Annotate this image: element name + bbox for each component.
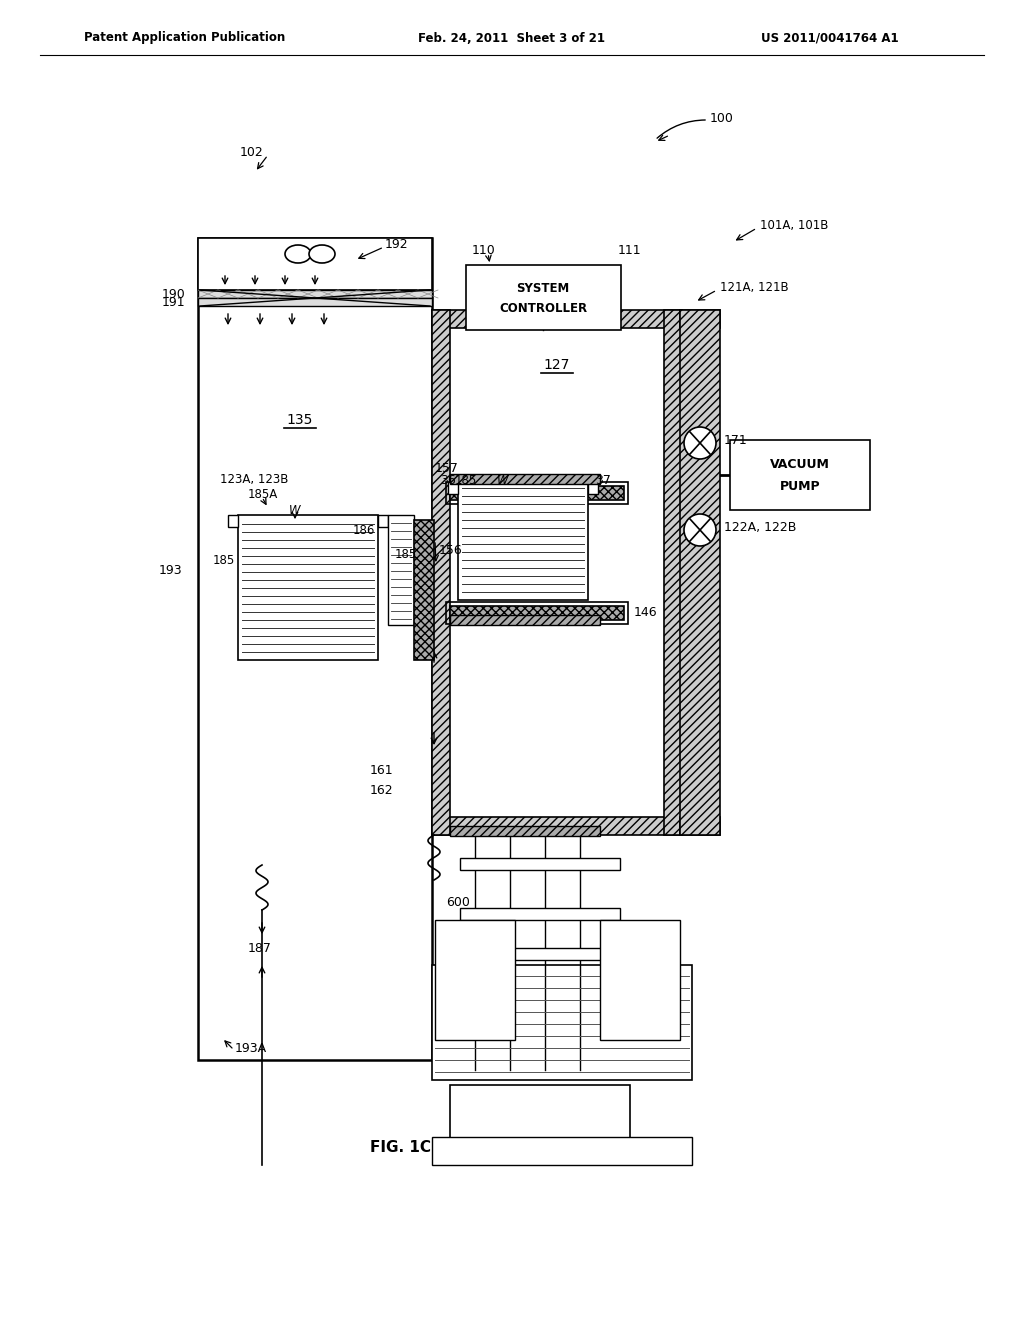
Bar — [432, 310, 682, 327]
Bar — [198, 290, 432, 298]
Text: PUMP: PUMP — [779, 479, 820, 492]
Circle shape — [684, 513, 716, 546]
Bar — [198, 238, 432, 1060]
Text: Feb. 24, 2011  Sheet 3 of 21: Feb. 24, 2011 Sheet 3 of 21 — [419, 32, 605, 45]
Text: 185: 185 — [455, 474, 477, 487]
Text: 121A, 121B: 121A, 121B — [720, 281, 788, 293]
Text: 171: 171 — [724, 433, 748, 446]
Ellipse shape — [309, 246, 335, 263]
Bar — [664, 310, 682, 836]
Text: CONTROLLER: CONTROLLER — [499, 301, 587, 314]
Bar — [450, 486, 624, 500]
Bar — [432, 1137, 692, 1166]
Text: 101A, 101B: 101A, 101B — [760, 219, 828, 231]
Text: 186: 186 — [352, 524, 375, 536]
Text: 127: 127 — [544, 358, 570, 372]
Text: W: W — [289, 503, 301, 516]
Text: Patent Application Publication: Patent Application Publication — [84, 32, 286, 45]
Bar — [450, 474, 600, 484]
Text: SYSTEM: SYSTEM — [516, 281, 569, 294]
Text: 192: 192 — [385, 239, 409, 252]
Bar — [460, 908, 620, 920]
Bar — [450, 826, 600, 836]
Bar — [378, 515, 388, 527]
Bar — [198, 238, 432, 290]
Bar — [730, 440, 870, 510]
Text: 193: 193 — [159, 564, 182, 577]
Text: W: W — [497, 474, 509, 487]
Text: 37: 37 — [595, 474, 611, 487]
Bar — [680, 817, 720, 836]
Text: 110: 110 — [472, 244, 496, 257]
Bar — [460, 948, 620, 960]
Text: 135: 135 — [287, 413, 313, 426]
Text: 600: 600 — [446, 895, 470, 908]
Text: 100: 100 — [710, 111, 734, 124]
Bar — [680, 310, 720, 836]
Text: 123A, 123B: 123A, 123B — [220, 474, 289, 487]
Bar — [466, 265, 621, 330]
Text: 156: 156 — [439, 544, 463, 557]
Text: 102: 102 — [240, 145, 264, 158]
Text: 157: 157 — [435, 462, 459, 474]
Bar — [449, 482, 458, 494]
Bar — [450, 606, 624, 620]
Bar — [446, 482, 628, 504]
Bar — [680, 310, 720, 327]
Circle shape — [684, 426, 716, 459]
Bar — [432, 310, 450, 836]
Bar — [388, 515, 414, 624]
Bar — [450, 327, 664, 817]
Bar — [414, 520, 434, 660]
Bar — [228, 515, 238, 527]
Text: VACUUM: VACUUM — [770, 458, 829, 470]
Text: FIG. 1C: FIG. 1C — [370, 1140, 430, 1155]
Text: 185A: 185A — [248, 488, 279, 502]
Text: 162: 162 — [370, 784, 393, 796]
Text: US 2011/0041764 A1: US 2011/0041764 A1 — [761, 32, 899, 45]
Text: 191: 191 — [162, 296, 185, 309]
Bar — [600, 920, 680, 1040]
Bar — [432, 817, 682, 836]
Text: 146: 146 — [634, 606, 657, 619]
Bar — [446, 602, 628, 624]
Bar — [460, 858, 620, 870]
Bar — [432, 965, 692, 1080]
Text: 185: 185 — [395, 549, 417, 561]
Bar — [450, 615, 600, 624]
Text: 193A: 193A — [234, 1041, 267, 1055]
Bar — [458, 482, 588, 601]
Bar — [588, 482, 598, 494]
Text: 190: 190 — [161, 288, 185, 301]
Text: 185: 185 — [213, 553, 236, 566]
Bar — [238, 515, 378, 660]
Text: 36: 36 — [440, 474, 456, 487]
Text: 122A, 122B: 122A, 122B — [724, 520, 797, 533]
Bar — [450, 1085, 630, 1140]
Text: 187: 187 — [248, 941, 272, 954]
Bar — [198, 298, 432, 306]
Text: 111: 111 — [618, 244, 642, 257]
Text: 161: 161 — [370, 763, 393, 776]
Bar — [435, 920, 515, 1040]
Ellipse shape — [285, 246, 311, 263]
